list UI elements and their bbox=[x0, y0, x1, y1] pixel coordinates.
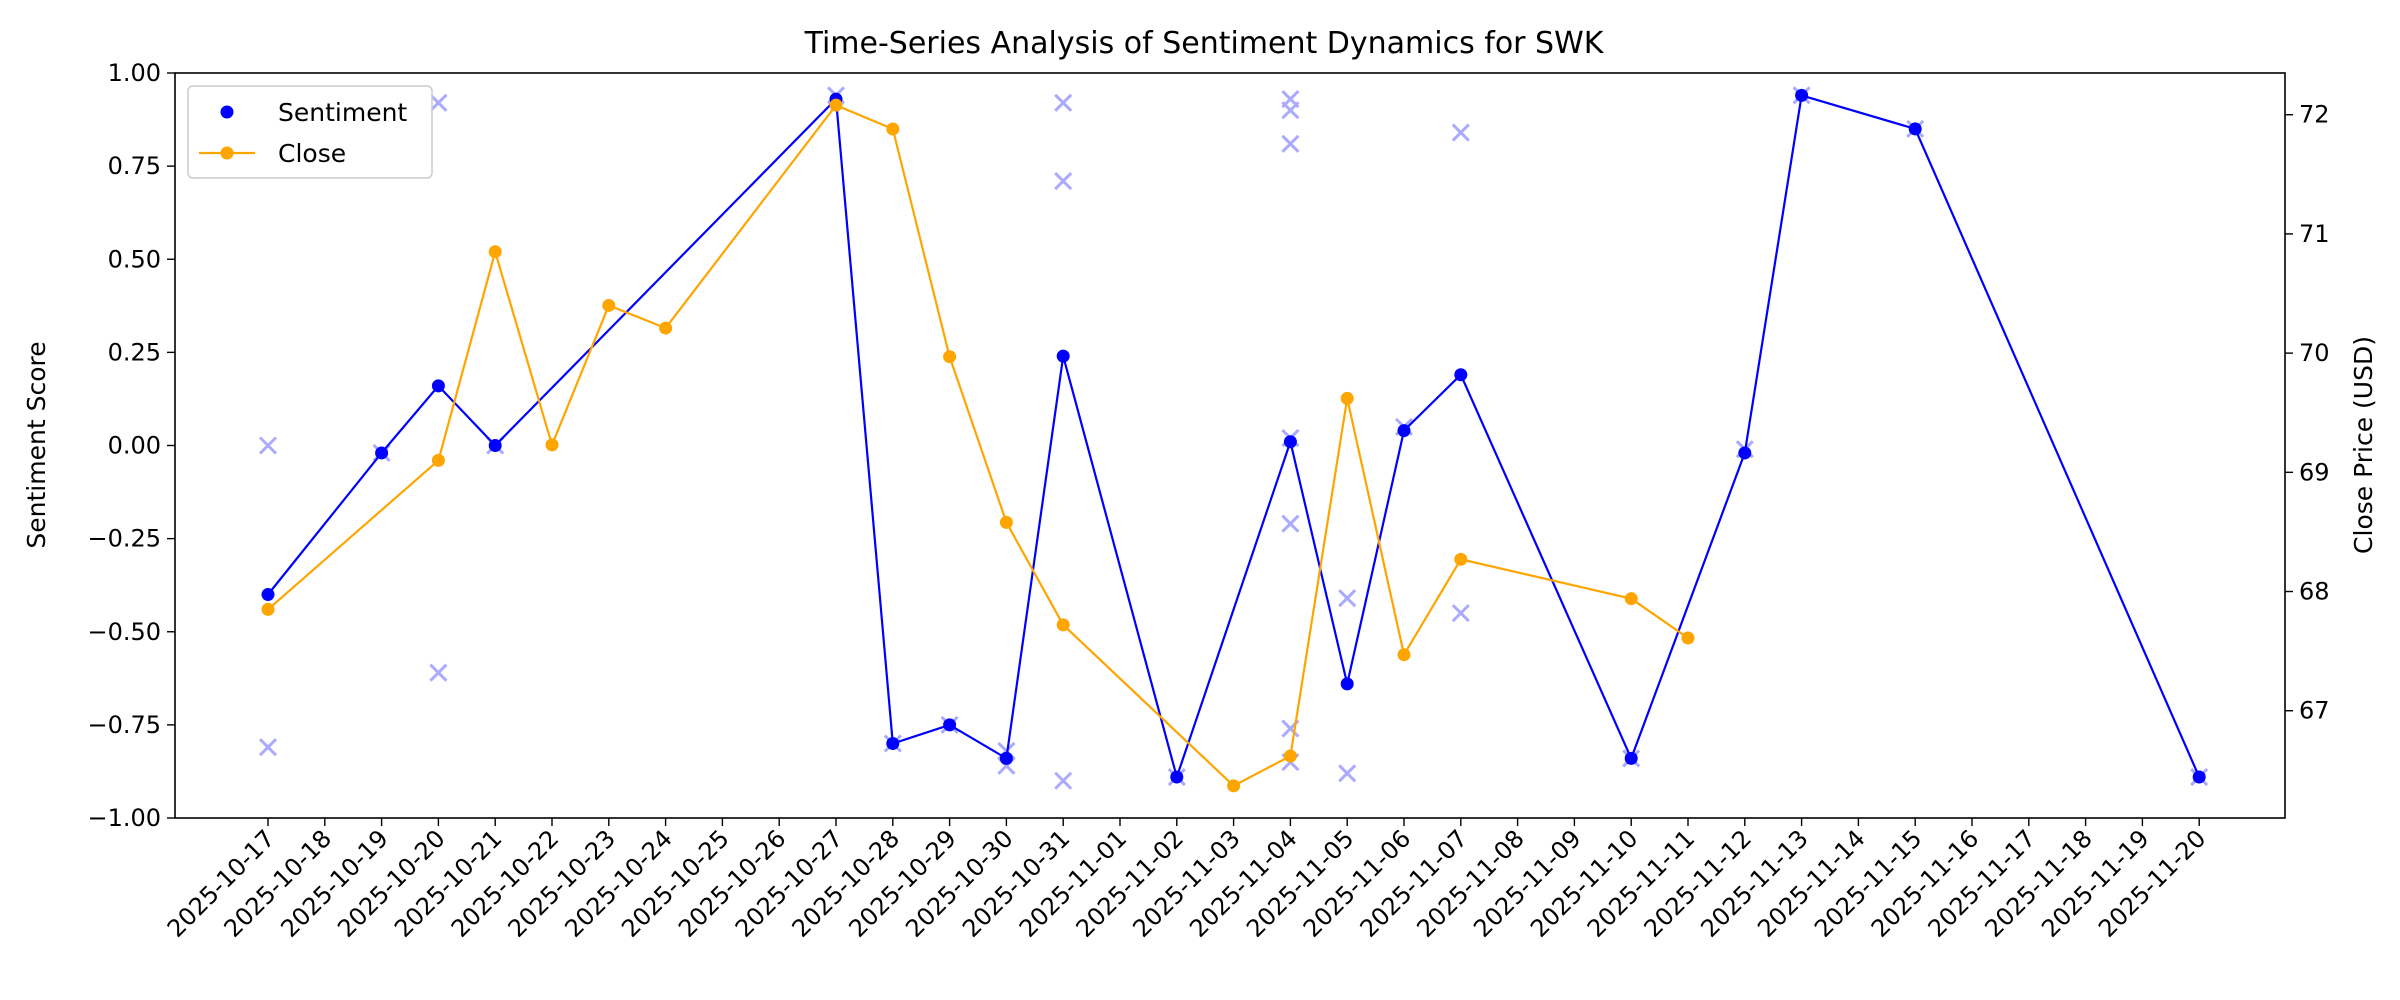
sentiment-x-marker-16 bbox=[1281, 101, 1300, 120]
sentiment-x-marker-12 bbox=[1054, 171, 1073, 191]
y-tick-label-left: 0.25 bbox=[108, 338, 161, 366]
x-stroke-b bbox=[1338, 589, 1357, 608]
x-stroke-b bbox=[1281, 101, 1300, 120]
sentiment-point-11 bbox=[1340, 677, 1354, 691]
sentiment-x-marker-13 bbox=[1054, 771, 1073, 790]
x-stroke-b bbox=[258, 436, 278, 455]
x-stroke-b bbox=[1054, 93, 1073, 112]
y-tick-label-left: 0.75 bbox=[108, 152, 161, 180]
x-stroke-b bbox=[429, 93, 448, 112]
y-tick-label-right: 72 bbox=[2299, 101, 2330, 129]
x-stroke-b bbox=[1451, 123, 1470, 142]
close-point-15 bbox=[1454, 552, 1468, 566]
sentiment-point-13 bbox=[1454, 368, 1468, 382]
sentiment-x-marker-25 bbox=[1451, 123, 1470, 142]
sentiment-point-6 bbox=[943, 718, 957, 732]
legend-close-marker bbox=[220, 146, 234, 160]
x-stroke-b bbox=[1281, 134, 1300, 153]
close-point-14 bbox=[1397, 648, 1411, 662]
y-axis-label-right: Close Price (USD) bbox=[2349, 336, 2378, 554]
y-axis-label-left: Sentiment Score bbox=[22, 341, 51, 548]
y-tick-label-left: 1.00 bbox=[108, 59, 161, 87]
sentiment-point-0 bbox=[261, 588, 275, 601]
sentiment-point-17 bbox=[1908, 122, 1922, 136]
close-point-13 bbox=[1340, 391, 1354, 405]
sentiment-point-9 bbox=[1170, 770, 1184, 784]
y-tick-label-left: 0.00 bbox=[108, 432, 161, 460]
y-tick-label-right: 67 bbox=[2299, 697, 2330, 725]
sentiment-point-7 bbox=[999, 751, 1013, 765]
sentiment-x-marker-23 bbox=[1338, 764, 1357, 783]
y-tick-label-right: 70 bbox=[2299, 339, 2330, 367]
sentiment-x-marker-17 bbox=[1281, 134, 1300, 153]
legend-close-label: Close bbox=[278, 139, 346, 168]
close-point-6 bbox=[829, 98, 843, 112]
sentiment-x-marker-3 bbox=[429, 93, 448, 112]
x-stroke-b bbox=[1054, 171, 1073, 191]
sentiment-x-marker-0 bbox=[258, 436, 278, 455]
legend-sentiment-marker bbox=[220, 105, 234, 119]
y-tick-label-right: 68 bbox=[2299, 578, 2330, 606]
y-tick-label-left: −1.00 bbox=[87, 804, 161, 832]
y-tick-label-left: −0.50 bbox=[87, 618, 161, 646]
legend: Sentiment Close bbox=[187, 85, 433, 179]
close-point-8 bbox=[943, 350, 957, 364]
close-point-3 bbox=[545, 438, 559, 452]
sentiment-point-18 bbox=[2192, 770, 2206, 784]
x-stroke-b bbox=[258, 738, 278, 757]
close-point-12 bbox=[1283, 749, 1297, 763]
sentiment-x-marker-1 bbox=[258, 738, 278, 757]
y-tick-label-left: 0.50 bbox=[108, 245, 161, 273]
sentiment-point-3 bbox=[488, 439, 502, 452]
close-point-17 bbox=[1681, 631, 1695, 645]
close-point-5 bbox=[659, 321, 673, 335]
legend-sentiment-label: Sentiment bbox=[278, 98, 407, 127]
x-stroke-b bbox=[1338, 764, 1357, 783]
close-point-9 bbox=[999, 515, 1013, 529]
series-lines bbox=[261, 88, 2206, 793]
sentiment-point-1 bbox=[375, 446, 389, 460]
x-stroke-b bbox=[429, 663, 448, 682]
sentiment-x-marker-11 bbox=[1054, 93, 1073, 112]
close-point-1 bbox=[431, 453, 445, 467]
sentiment-point-16 bbox=[1795, 88, 1809, 102]
close-point-16 bbox=[1624, 592, 1638, 606]
close-point-0 bbox=[261, 602, 275, 616]
x-stroke-b bbox=[1451, 604, 1470, 623]
close-point-11 bbox=[1227, 779, 1241, 793]
sentiment-x-marker-26 bbox=[1451, 604, 1470, 623]
y-tick-label-right: 69 bbox=[2299, 458, 2330, 486]
sentiment-point-14 bbox=[1624, 751, 1638, 765]
sentiment-x-marker-4 bbox=[429, 663, 448, 682]
sentiment-point-8 bbox=[1056, 349, 1070, 363]
sentiment-x-marker-19 bbox=[1281, 514, 1300, 533]
y-tick-label-right: 71 bbox=[2299, 220, 2330, 248]
x-stroke-b bbox=[1281, 514, 1300, 533]
close-point-2 bbox=[488, 245, 502, 259]
close-point-4 bbox=[602, 298, 616, 312]
sentiment-point-2 bbox=[431, 379, 445, 393]
sentiment-point-15 bbox=[1738, 446, 1752, 460]
sentiment-point-12 bbox=[1397, 424, 1411, 438]
chart-title: Time-Series Analysis of Sentiment Dynami… bbox=[804, 26, 1605, 61]
sentiment-point-5 bbox=[886, 737, 900, 750]
sentiment-point-10 bbox=[1283, 435, 1297, 449]
close-point-7 bbox=[886, 122, 900, 136]
sentiment-x-marker-22 bbox=[1338, 589, 1357, 608]
y-tick-label-left: −0.75 bbox=[87, 711, 161, 739]
legend-box bbox=[187, 85, 433, 179]
y-tick-label-left: −0.25 bbox=[87, 525, 161, 553]
x-stroke-b bbox=[1054, 771, 1073, 790]
close-line bbox=[267, 103, 1689, 788]
close-point-10 bbox=[1056, 618, 1070, 632]
